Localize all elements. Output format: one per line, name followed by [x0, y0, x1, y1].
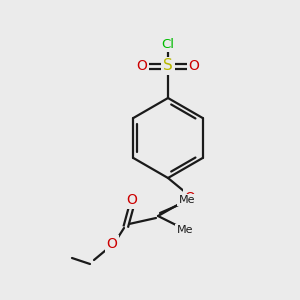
Text: Cl: Cl — [161, 38, 175, 50]
Text: O: O — [127, 193, 137, 207]
Text: O: O — [184, 191, 195, 205]
Text: Me: Me — [177, 225, 193, 235]
Text: S: S — [163, 58, 173, 74]
Text: O: O — [136, 59, 147, 73]
Text: O: O — [106, 237, 117, 251]
Text: O: O — [189, 59, 200, 73]
Text: Me: Me — [179, 195, 195, 205]
